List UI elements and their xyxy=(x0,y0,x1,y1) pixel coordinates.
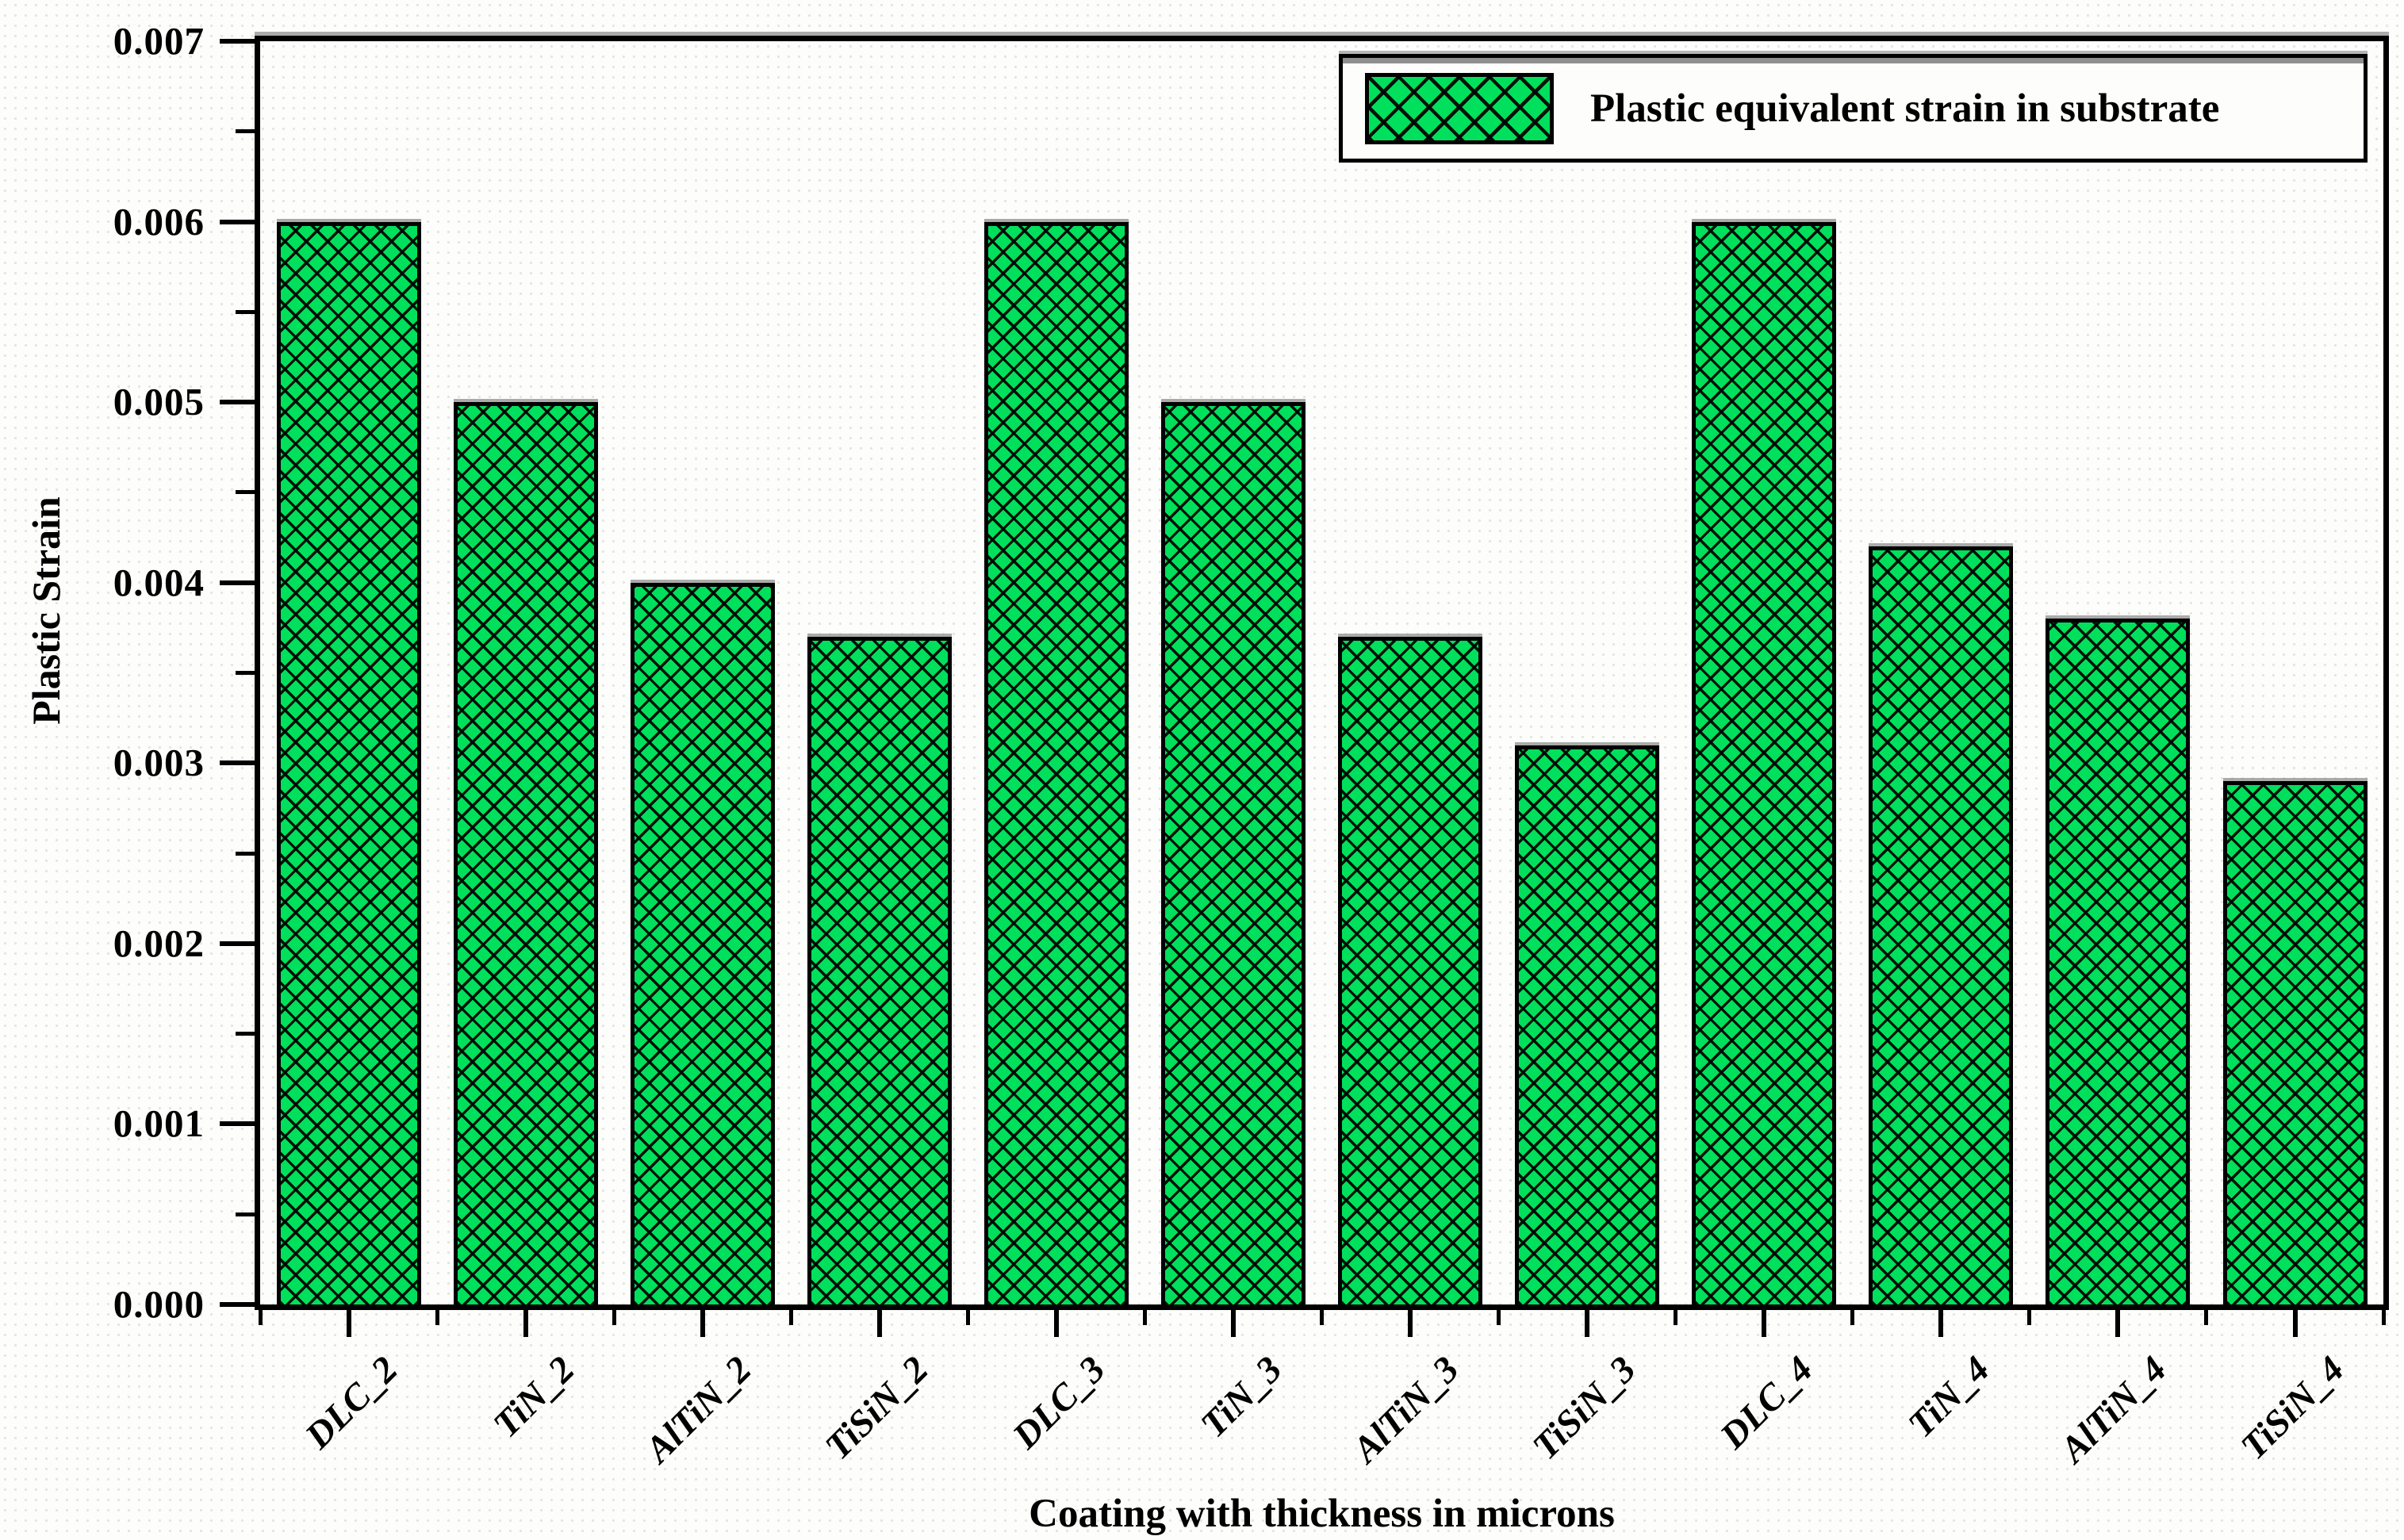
plot-area xyxy=(255,36,2389,1310)
x-major-tick xyxy=(1053,1310,1059,1337)
bar-TiSiN_3 xyxy=(1515,745,1660,1304)
bar-TiSiN_2 xyxy=(807,637,952,1304)
x-minor-tick xyxy=(612,1310,616,1325)
x-axis-title: Coating with thickness in microns xyxy=(1029,1492,1615,1536)
x-minor-tick xyxy=(965,1310,970,1325)
bar-DLC_4 xyxy=(1692,221,1837,1304)
y-major-tick xyxy=(220,39,255,44)
y-minor-tick xyxy=(236,490,255,495)
y-tick-label: 0.005 xyxy=(113,380,205,424)
bar-AlTiN_2 xyxy=(630,582,775,1304)
y-major-tick xyxy=(220,219,255,224)
x-minor-tick xyxy=(1850,1310,1855,1325)
bar-TiSiN_4 xyxy=(2222,781,2368,1304)
bar-TiN_2 xyxy=(453,402,598,1304)
bar-TiN_3 xyxy=(1161,402,1306,1304)
x-minor-tick xyxy=(258,1310,263,1325)
y-minor-tick xyxy=(236,851,255,856)
y-minor-tick xyxy=(236,309,255,314)
x-major-tick xyxy=(1762,1310,1767,1337)
y-major-tick xyxy=(220,760,255,766)
y-major-tick xyxy=(220,940,255,946)
bar-DLC_2 xyxy=(276,221,421,1304)
x-major-tick xyxy=(346,1310,351,1337)
y-minor-tick xyxy=(236,671,255,675)
y-tick-label: 0.000 xyxy=(113,1282,205,1326)
bar-TiN_4 xyxy=(1869,546,2014,1304)
x-minor-tick xyxy=(1320,1310,1324,1325)
y-axis-title: Plastic Strain xyxy=(24,496,68,725)
bar-AlTiN_4 xyxy=(2046,619,2191,1304)
y-minor-tick xyxy=(236,129,255,134)
x-major-tick xyxy=(1231,1310,1236,1337)
legend: Plastic equivalent strain in substrate xyxy=(1339,54,2368,163)
x-minor-tick xyxy=(2381,1310,2386,1325)
x-minor-tick xyxy=(1142,1310,1147,1325)
x-major-tick xyxy=(2292,1310,2298,1337)
legend-entry-label: Plastic equivalent strain in substrate xyxy=(1590,86,2220,131)
x-major-tick xyxy=(2115,1310,2121,1337)
y-tick-label: 0.004 xyxy=(113,560,205,604)
bar-AlTiN_3 xyxy=(1338,637,1482,1304)
y-major-tick xyxy=(220,580,255,585)
y-tick-label: 0.001 xyxy=(113,1101,205,1146)
bar-DLC_3 xyxy=(983,221,1129,1304)
y-major-tick xyxy=(220,1121,255,1127)
x-major-tick xyxy=(1585,1310,1590,1337)
legend-green-crosshatch-swatch-icon xyxy=(1365,72,1554,144)
x-minor-tick xyxy=(1674,1310,1678,1325)
x-major-tick xyxy=(1408,1310,1413,1337)
x-major-tick xyxy=(523,1310,528,1337)
x-major-tick xyxy=(876,1310,882,1337)
y-major-tick xyxy=(220,400,255,405)
y-major-tick xyxy=(220,1302,255,1307)
y-tick-label: 0.002 xyxy=(113,921,205,965)
y-tick-label: 0.007 xyxy=(113,19,205,63)
y-minor-tick xyxy=(236,1032,255,1036)
x-minor-tick xyxy=(788,1310,793,1325)
x-major-tick xyxy=(1938,1310,1944,1337)
x-minor-tick xyxy=(2027,1310,2032,1325)
x-major-tick xyxy=(700,1310,705,1337)
y-minor-tick xyxy=(236,1212,255,1216)
y-tick-label: 0.003 xyxy=(113,741,205,785)
x-minor-tick xyxy=(1497,1310,1501,1325)
x-minor-tick xyxy=(435,1310,439,1325)
y-tick-label: 0.006 xyxy=(113,199,205,243)
x-minor-tick xyxy=(2204,1310,2209,1325)
